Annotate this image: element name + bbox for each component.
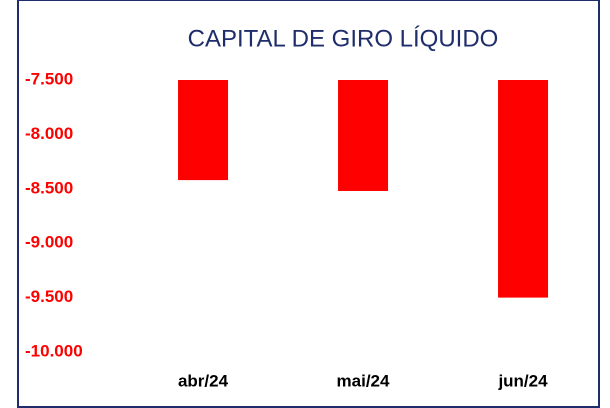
x-tick-label: abr/24 <box>178 371 229 390</box>
y-tick-label: -7.500 <box>25 69 73 88</box>
y-tick-label: -10.000 <box>25 341 83 360</box>
bar <box>178 80 229 181</box>
bar <box>498 80 549 298</box>
y-tick-label: -8.500 <box>25 178 73 197</box>
bar <box>338 80 389 191</box>
y-tick-label: -9.000 <box>25 233 73 252</box>
x-tick-label: mai/24 <box>337 371 390 390</box>
y-tick-label: -9.500 <box>25 287 73 306</box>
y-tick-label: -8.000 <box>25 124 73 143</box>
chart-title: CAPITAL DE GIRO LÍQUIDO <box>188 25 499 52</box>
x-tick-label: jun/24 <box>497 371 548 390</box>
